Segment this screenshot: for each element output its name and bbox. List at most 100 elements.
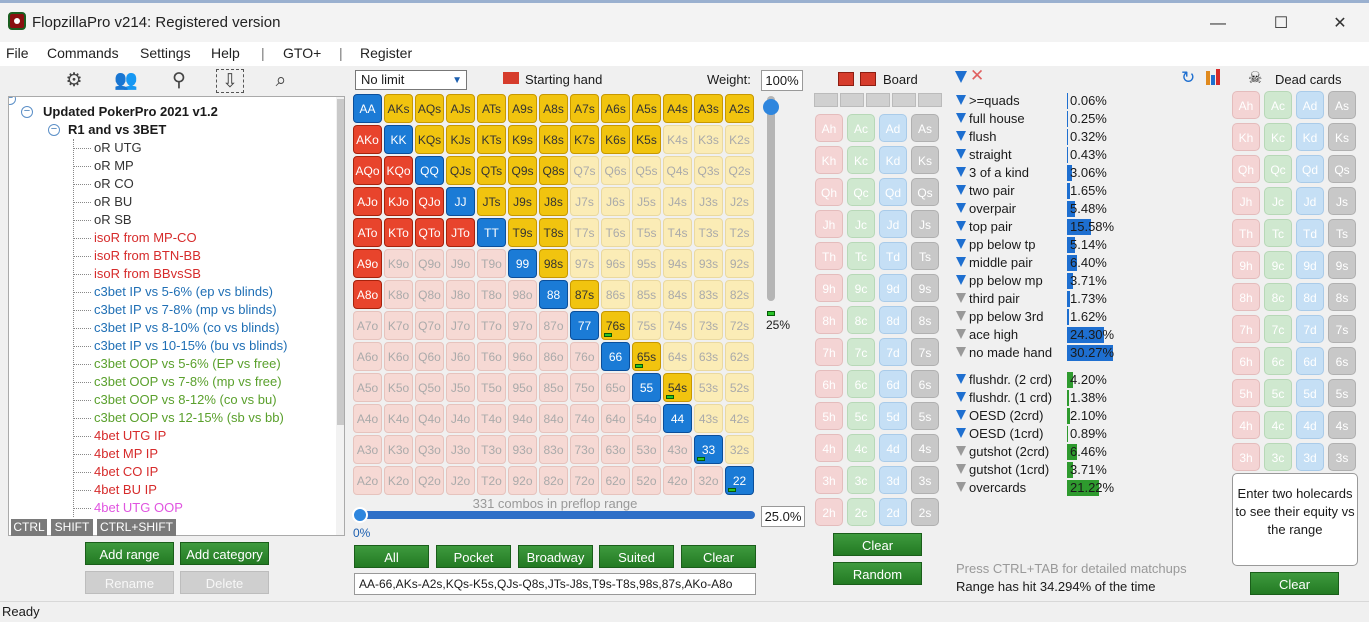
hand-cell-KJs[interactable]: KJs	[446, 125, 475, 154]
tree-item[interactable]: 4bet BU IP	[94, 482, 157, 497]
hand-cell-KTo[interactable]: KTo	[384, 218, 413, 247]
hand-cell-KK[interactable]: KK	[384, 125, 413, 154]
hand-cell-Q2o[interactable]: Q2o	[415, 466, 444, 495]
hand-cell-Q3s[interactable]: Q3s	[694, 156, 723, 185]
tree-item[interactable]: c3bet IP vs 5-6% (ep vs blinds)	[94, 284, 273, 299]
tree-item[interactable]: oR SB	[94, 212, 132, 227]
hand-cell-T5o[interactable]: T5o	[477, 373, 506, 402]
filter-icon[interactable]	[956, 185, 966, 195]
stat-row[interactable]: third pair 1.73%	[956, 290, 1196, 308]
board-card-Kd[interactable]: Kd	[879, 146, 907, 174]
hand-cell-AQo[interactable]: AQo	[353, 156, 382, 185]
dead-card-3c[interactable]: 3c	[1264, 443, 1292, 471]
tree-root[interactable]: Updated PokerPro 2021 v1.2	[43, 104, 218, 119]
hand-cell-K4o[interactable]: K4o	[384, 404, 413, 433]
stat-row[interactable]: gutshot (2crd) 6.46%	[956, 443, 1196, 461]
board-card-4c[interactable]: 4c	[847, 434, 875, 462]
board-card-5h[interactable]: 5h	[815, 402, 843, 430]
hand-cell-65o[interactable]: 65o	[601, 373, 630, 402]
tree-item[interactable]: 4bet CO IP	[94, 464, 159, 479]
board-card-Jd[interactable]: Jd	[879, 210, 907, 238]
dead-card-7s[interactable]: 7s	[1328, 315, 1356, 343]
hand-cell-T8o[interactable]: T8o	[477, 280, 506, 309]
collapse-icon[interactable]: −	[48, 124, 60, 136]
hand-cell-A7s[interactable]: A7s	[570, 94, 599, 123]
tree-item[interactable]: oR MP	[94, 158, 134, 173]
board-card-3s[interactable]: 3s	[911, 466, 939, 494]
dead-card-Qs[interactable]: Qs	[1328, 155, 1356, 183]
select-all-button[interactable]: All	[354, 545, 429, 568]
board-card-7c[interactable]: 7c	[847, 338, 875, 366]
hand-cell-87s[interactable]: 87s	[570, 280, 599, 309]
hand-cell-Q8o[interactable]: Q8o	[415, 280, 444, 309]
board-card-6d[interactable]: 6d	[879, 370, 907, 398]
hand-cell-32s[interactable]: 32s	[725, 435, 754, 464]
stat-row[interactable]: gutshot (1crd) 3.71%	[956, 461, 1196, 479]
hand-cell-94s[interactable]: 94s	[663, 249, 692, 278]
hand-cell-93o[interactable]: 93o	[508, 435, 537, 464]
delete-button[interactable]: Delete	[180, 571, 269, 594]
filter-icon[interactable]	[956, 131, 966, 141]
tree-item[interactable]: c3bet OOP vs 7-8% (mp vs free)	[94, 374, 282, 389]
dead-card-9c[interactable]: 9c	[1264, 251, 1292, 279]
hand-cell-T3o[interactable]: T3o	[477, 435, 506, 464]
dead-card-5c[interactable]: 5c	[1264, 379, 1292, 407]
hand-cell-K7s[interactable]: K7s	[570, 125, 599, 154]
chart-icon[interactable]	[1216, 69, 1220, 85]
hand-cell-84s[interactable]: 84s	[663, 280, 692, 309]
hand-cell-62s[interactable]: 62s	[725, 342, 754, 371]
dead-card-6h[interactable]: 6h	[1232, 347, 1260, 375]
hand-cell-95o[interactable]: 95o	[508, 373, 537, 402]
dead-card-As[interactable]: As	[1328, 91, 1356, 119]
stat-row[interactable]: no made hand 30.27%	[956, 344, 1196, 362]
board-card-6h[interactable]: 6h	[815, 370, 843, 398]
menu-register[interactable]: Register	[360, 45, 413, 61]
hand-cell-K4s[interactable]: K4s	[663, 125, 692, 154]
hand-cell-J3o[interactable]: J3o	[446, 435, 475, 464]
stat-row[interactable]: flushdr. (2 crd) 4.20%	[956, 371, 1196, 389]
hand-cell-KQo[interactable]: KQo	[384, 156, 413, 185]
hand-cell-J4o[interactable]: J4o	[446, 404, 475, 433]
stat-row[interactable]: 3 of a kind 3.06%	[956, 164, 1196, 182]
dead-card-3s[interactable]: 3s	[1328, 443, 1356, 471]
hand-cell-42o[interactable]: 42o	[663, 466, 692, 495]
dead-card-Qc[interactable]: Qc	[1264, 155, 1292, 183]
hand-cell-KTs[interactable]: KTs	[477, 125, 506, 154]
hand-cell-76s[interactable]: 76s	[601, 311, 630, 340]
refresh-icon[interactable]: ↻	[1181, 68, 1196, 87]
range-tree[interactable]: − − Updated PokerPro 2021 v1.2 − R1 and …	[8, 96, 345, 536]
tree-folder[interactable]: R1 and vs 3BET	[68, 122, 167, 137]
hand-cell-T4o[interactable]: T4o	[477, 404, 506, 433]
hand-cell-A3o[interactable]: A3o	[353, 435, 382, 464]
filter-icon[interactable]	[956, 203, 966, 213]
stat-row[interactable]: top pair 15.58%	[956, 218, 1196, 236]
hand-cell-A2o[interactable]: A2o	[353, 466, 382, 495]
hand-cell-66[interactable]: 66	[601, 342, 630, 371]
board-card-5c[interactable]: 5c	[847, 402, 875, 430]
dead-card-Js[interactable]: Js	[1328, 187, 1356, 215]
hand-cell-J7s[interactable]: J7s	[570, 187, 599, 216]
hand-cell-T9s[interactable]: T9s	[508, 218, 537, 247]
board-slot[interactable]	[866, 93, 890, 107]
maximize-button[interactable]: ☐	[1273, 15, 1289, 32]
hand-cell-76o[interactable]: 76o	[570, 342, 599, 371]
filter-icon[interactable]	[956, 275, 966, 285]
hand-cell-72s[interactable]: 72s	[725, 311, 754, 340]
menu-commands[interactable]: Commands	[47, 45, 119, 61]
hand-cell-83s[interactable]: 83s	[694, 280, 723, 309]
board-card-4h[interactable]: 4h	[815, 434, 843, 462]
hand-cell-K2o[interactable]: K2o	[384, 466, 413, 495]
tree-item[interactable]: 4bet UTG OOP	[94, 500, 183, 515]
hand-cell-92o[interactable]: 92o	[508, 466, 537, 495]
tree-item[interactable]: oR UTG	[94, 140, 142, 155]
board-card-Ts[interactable]: Ts	[911, 242, 939, 270]
hand-cell-T2o[interactable]: T2o	[477, 466, 506, 495]
hand-cell-87o[interactable]: 87o	[539, 311, 568, 340]
hand-cell-K5o[interactable]: K5o	[384, 373, 413, 402]
dead-card-Jh[interactable]: Jh	[1232, 187, 1260, 215]
hand-cell-T5s[interactable]: T5s	[632, 218, 661, 247]
tree-item[interactable]: isoR from MP-CO	[94, 230, 197, 245]
board-card-7h[interactable]: 7h	[815, 338, 843, 366]
collapse-icon[interactable]: −	[21, 106, 33, 118]
tree-item[interactable]: isoR from BTN-BB	[94, 248, 201, 263]
